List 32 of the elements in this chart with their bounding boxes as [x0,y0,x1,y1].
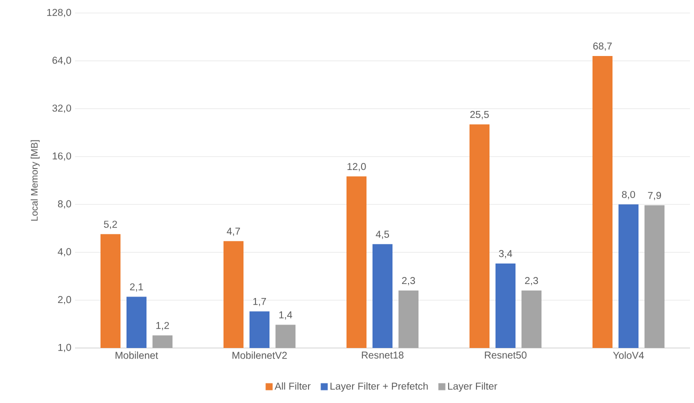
y-tick-label: 32,0 [52,104,72,113]
data-label: 7,9 [648,192,661,200]
x-tick-label: Mobilenet [116,352,158,359]
legend-label: All Filter [274,382,311,390]
y-tick-label: 8,0 [58,200,72,209]
data-label: 4,5 [376,230,390,239]
data-label: 1,2 [156,322,169,330]
x-tick-label: YoloV4 [613,352,644,359]
data-label: 2,3 [525,277,538,286]
y-tick-label: 4,0 [58,248,72,256]
y-tick-label: 128,0 [47,8,72,18]
data-label: 3,4 [498,250,512,258]
data-label: 1,7 [253,298,266,306]
y-tick-label: 64,0 [52,56,72,65]
data-label: 4,7 [226,228,240,236]
x-tick-label: Resnet18 [362,352,404,359]
data-label: 8,0 [622,190,636,200]
y-axis-title: Local Memory [MB] [30,140,40,221]
y-tick-label: 2,0 [58,296,72,304]
y-tick-label: 16,0 [52,152,72,161]
data-label: 2,3 [402,277,416,286]
legend-label: Layer Filter [448,382,498,392]
data-label: 2,1 [130,283,143,292]
legend-label: Layer Filter + Prefetch [330,382,428,392]
y-tick-label: 1,0 [58,344,72,352]
data-label: 1,4 [279,311,292,320]
data-label: 5,2 [104,220,117,229]
x-tick-label: MobilenetV2 [232,352,287,359]
data-label: 12,0 [348,162,366,172]
data-label: 25,5 [470,110,489,120]
data-label: 68,7 [593,42,612,51]
x-tick-label: Resnet50 [484,352,527,359]
